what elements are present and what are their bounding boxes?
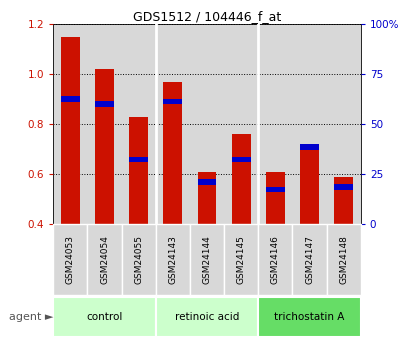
- FancyBboxPatch shape: [53, 224, 87, 295]
- FancyBboxPatch shape: [326, 224, 360, 295]
- FancyBboxPatch shape: [292, 224, 326, 295]
- Text: retinoic acid: retinoic acid: [174, 312, 239, 322]
- Bar: [299, 144, 318, 149]
- Bar: [95, 69, 114, 224]
- FancyBboxPatch shape: [53, 297, 155, 337]
- Text: GSM24053: GSM24053: [66, 235, 75, 284]
- Bar: [87, 24, 121, 224]
- Bar: [197, 179, 216, 185]
- Bar: [231, 157, 250, 162]
- Bar: [129, 157, 148, 162]
- Title: GDS1512 / 104446_f_at: GDS1512 / 104446_f_at: [133, 10, 281, 23]
- Bar: [333, 184, 352, 189]
- FancyBboxPatch shape: [155, 297, 258, 337]
- Bar: [163, 82, 182, 224]
- Text: GSM24147: GSM24147: [304, 235, 313, 284]
- Bar: [61, 97, 80, 102]
- Bar: [129, 117, 148, 224]
- Bar: [258, 24, 292, 224]
- FancyBboxPatch shape: [87, 224, 121, 295]
- Bar: [121, 24, 155, 224]
- Bar: [265, 172, 284, 224]
- FancyBboxPatch shape: [189, 224, 224, 295]
- Text: GSM24055: GSM24055: [134, 235, 143, 284]
- Text: GSM24145: GSM24145: [236, 235, 245, 284]
- Bar: [53, 24, 87, 224]
- Text: control: control: [86, 312, 122, 322]
- FancyBboxPatch shape: [258, 224, 292, 295]
- Bar: [163, 99, 182, 105]
- Bar: [61, 37, 80, 224]
- Bar: [224, 24, 258, 224]
- Text: GSM24143: GSM24143: [168, 235, 177, 284]
- Bar: [292, 24, 326, 224]
- Text: GSM24146: GSM24146: [270, 235, 279, 284]
- Bar: [231, 134, 250, 224]
- Text: agent ►: agent ►: [9, 312, 53, 322]
- Bar: [197, 172, 216, 224]
- Text: trichostatin A: trichostatin A: [274, 312, 344, 322]
- FancyBboxPatch shape: [224, 224, 258, 295]
- Bar: [189, 24, 224, 224]
- Text: GSM24054: GSM24054: [100, 235, 109, 284]
- Bar: [299, 147, 318, 224]
- FancyBboxPatch shape: [121, 224, 155, 295]
- Text: GSM24148: GSM24148: [338, 235, 347, 284]
- FancyBboxPatch shape: [258, 297, 360, 337]
- Bar: [95, 101, 114, 107]
- Bar: [155, 24, 189, 224]
- Bar: [333, 177, 352, 224]
- FancyBboxPatch shape: [155, 224, 189, 295]
- Bar: [326, 24, 360, 224]
- Text: GSM24144: GSM24144: [202, 235, 211, 284]
- Bar: [265, 187, 284, 192]
